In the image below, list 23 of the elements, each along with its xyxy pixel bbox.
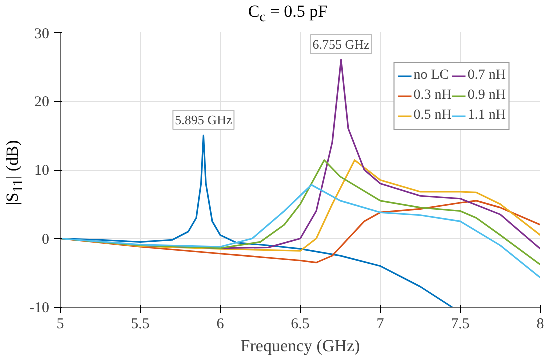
x-tick-label: 6.5: [291, 316, 310, 332]
legend-label: 0.5 nH: [414, 108, 452, 124]
x-tick-label: 5: [56, 316, 64, 332]
chart-title: C$_{c}$ = 0.5 pF: [247, 1, 329, 28]
x-tick-label: 5.5: [131, 316, 150, 332]
x-tick-label: 7: [376, 316, 385, 332]
y-tick-label: -10: [30, 300, 50, 316]
legend-label: no LC: [414, 68, 450, 84]
x-tick-label: 7.5: [451, 316, 470, 332]
legend-label: 0.3 nH: [414, 88, 452, 104]
x-axis-title: Frequency (GHz): [240, 336, 360, 356]
y-tick-label: 10: [34, 163, 50, 179]
y-tick-label: 0: [42, 232, 50, 248]
annotation: 6.755 GHz: [312, 37, 370, 52]
line-series: [60, 184, 540, 279]
y-tick-label: 30: [34, 26, 50, 42]
legend-label: 0.9 nH: [468, 88, 506, 104]
y-tick-label: 20: [34, 94, 50, 110]
annotation: 5.895 GHz: [175, 112, 232, 128]
x-tick-label: 8: [536, 316, 544, 332]
legend-label: 0.7 nH: [468, 68, 506, 84]
legend-label: 1.1 nH: [468, 108, 506, 124]
x-tick-label: 6: [216, 316, 225, 332]
